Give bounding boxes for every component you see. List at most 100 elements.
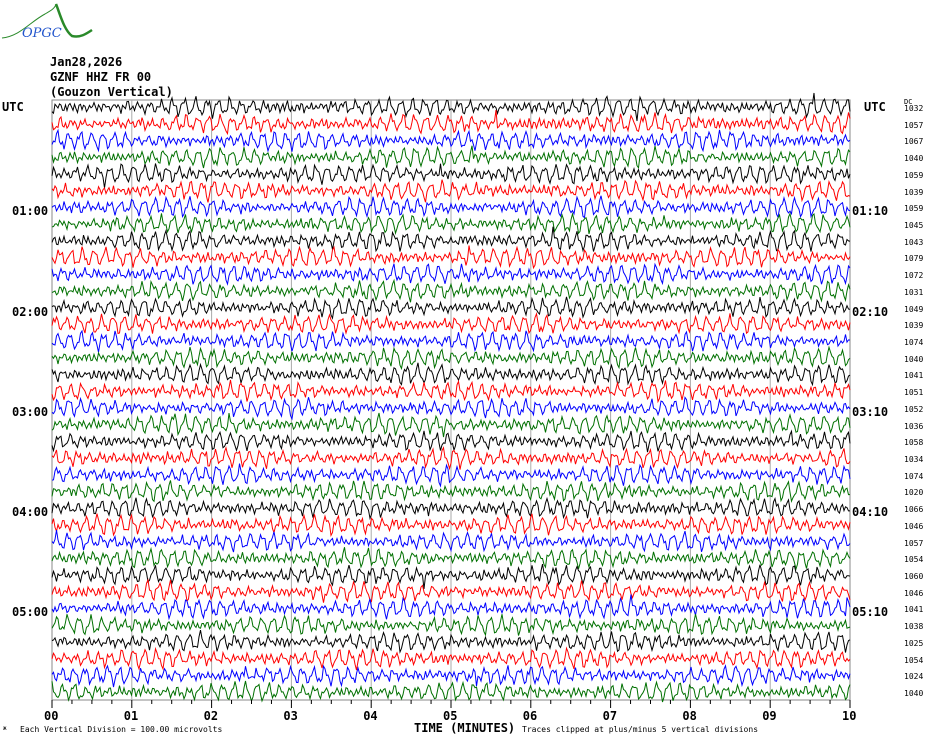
x-tick-label: 03 xyxy=(283,709,298,723)
trace-row-35 xyxy=(51,680,851,703)
opgc-logo xyxy=(1,3,93,39)
dc-offset: 1049 xyxy=(904,304,924,314)
trace-row-22 xyxy=(51,463,851,488)
x-tick-label: 06 xyxy=(522,709,538,723)
trace-row-19 xyxy=(51,412,851,438)
trace-row-31 xyxy=(51,614,851,637)
dc-offset: 1060 xyxy=(904,572,924,581)
x-tick-label: 09 xyxy=(762,709,777,723)
trace-row-17 xyxy=(51,379,851,404)
scale-note: Each Vertical Division = 100.00 microvol… xyxy=(20,725,223,734)
trace-row-21 xyxy=(51,446,851,471)
trace-row-33 xyxy=(51,646,851,671)
trace-row-28 xyxy=(51,563,851,590)
trace-row-26 xyxy=(51,530,851,553)
left-time-label: 02:00 xyxy=(12,304,49,319)
dc-offset: 1038 xyxy=(904,622,924,632)
trace-row-15 xyxy=(51,345,851,371)
dc-offset: 1066 xyxy=(904,505,924,515)
trace-row-16 xyxy=(51,362,851,387)
right-time-label: 01:10 xyxy=(852,204,889,219)
dc-offset: 1046 xyxy=(904,588,924,598)
trace-row-4 xyxy=(51,163,851,188)
x-tick-label: 08 xyxy=(682,709,697,723)
logo-text: OPGC xyxy=(22,26,62,41)
dc-offset: 1043 xyxy=(904,237,924,247)
dc-offset: 1040 xyxy=(904,354,924,364)
trace-row-32 xyxy=(51,629,851,654)
trace-row-18 xyxy=(51,396,851,421)
trace-row-23 xyxy=(51,480,850,503)
trace-row-5 xyxy=(51,179,851,203)
dc-offset: 1059 xyxy=(904,204,924,214)
dc-offset: 1059 xyxy=(904,170,924,180)
right-time-label: 03:10 xyxy=(852,404,889,419)
trace-row-11 xyxy=(51,278,851,303)
dc-offset: 1034 xyxy=(904,455,924,464)
station-description: (Gouzon Vertical) xyxy=(50,85,173,99)
trace-row-12 xyxy=(51,296,851,320)
trace-row-3 xyxy=(51,145,851,170)
dc-offset: 1045 xyxy=(904,221,924,230)
trace-row-27 xyxy=(51,546,851,571)
right-time-label: 04:10 xyxy=(852,505,889,520)
left-time-label: 01:00 xyxy=(12,204,49,219)
dc-offset: 1067 xyxy=(904,137,924,147)
corner-mark: ж xyxy=(3,725,7,732)
trace-row-14 xyxy=(51,329,851,353)
x-tick-label: 07 xyxy=(602,709,618,723)
dc-offset: 1046 xyxy=(904,521,924,531)
trace-row-13 xyxy=(51,311,851,335)
trace-row-30 xyxy=(51,594,851,621)
right-utc-title: UTC xyxy=(864,100,886,114)
x-tick-label: 10 xyxy=(842,709,857,723)
trace-row-20 xyxy=(51,429,851,453)
left-time-label: 05:00 xyxy=(12,605,49,620)
dc-offset: 1032 xyxy=(904,104,924,113)
right-time-label: 05:10 xyxy=(852,605,889,620)
trace-row-8 xyxy=(51,226,851,253)
dc-offset: 1052 xyxy=(904,404,924,414)
dc-header: DC xyxy=(904,98,913,106)
dc-offset: 1058 xyxy=(904,438,924,448)
dc-offset: 1041 xyxy=(904,371,924,381)
dc-offset: 1039 xyxy=(904,321,924,331)
x-tick-label: 00 xyxy=(44,709,59,723)
dc-offset: 1057 xyxy=(904,538,924,548)
dc-offset: 1039 xyxy=(904,187,924,197)
dc-offset: 1040 xyxy=(904,689,924,698)
x-tick-label: 01 xyxy=(123,709,139,723)
trace-row-10 xyxy=(51,262,851,286)
trace-row-2 xyxy=(51,128,851,153)
trace-row-0 xyxy=(51,92,851,122)
x-axis-label: TIME (MINUTES) xyxy=(414,721,516,735)
dc-offset: 1074 xyxy=(904,471,924,481)
dc-offset: 1072 xyxy=(904,271,924,281)
dc-offset: 1024 xyxy=(904,672,924,682)
right-time-label: 02:10 xyxy=(852,304,889,319)
clip-note: Traces clipped at plus/minus 5 vertical … xyxy=(522,725,759,734)
dc-offset: 1031 xyxy=(904,287,924,297)
dc-offset: 1054 xyxy=(904,655,924,665)
dc-offset: 1025 xyxy=(904,638,924,648)
x-tick-label: 05 xyxy=(443,709,458,723)
dc-offset: 1020 xyxy=(904,488,924,498)
trace-row-6 xyxy=(51,195,851,219)
dc-offset: 1057 xyxy=(904,120,924,130)
dc-offset: 1041 xyxy=(904,605,924,615)
left-time-label: 04:00 xyxy=(12,505,49,520)
trace-row-29 xyxy=(51,578,851,603)
trace-row-34 xyxy=(51,664,851,688)
x-tick-label: 02 xyxy=(203,709,219,723)
trace-row-9 xyxy=(51,245,851,270)
trace-row-24 xyxy=(51,496,850,521)
dc-offset: 1079 xyxy=(904,254,924,264)
trace-row-7 xyxy=(51,212,851,236)
trace-row-1 xyxy=(51,110,851,136)
station: GZNF HHZ FR 00 xyxy=(50,70,152,84)
dc-offset: 1074 xyxy=(904,338,924,347)
trace-row-25 xyxy=(51,513,851,538)
dc-offset: 1040 xyxy=(904,154,924,164)
left-time-label: 03:00 xyxy=(12,404,49,419)
